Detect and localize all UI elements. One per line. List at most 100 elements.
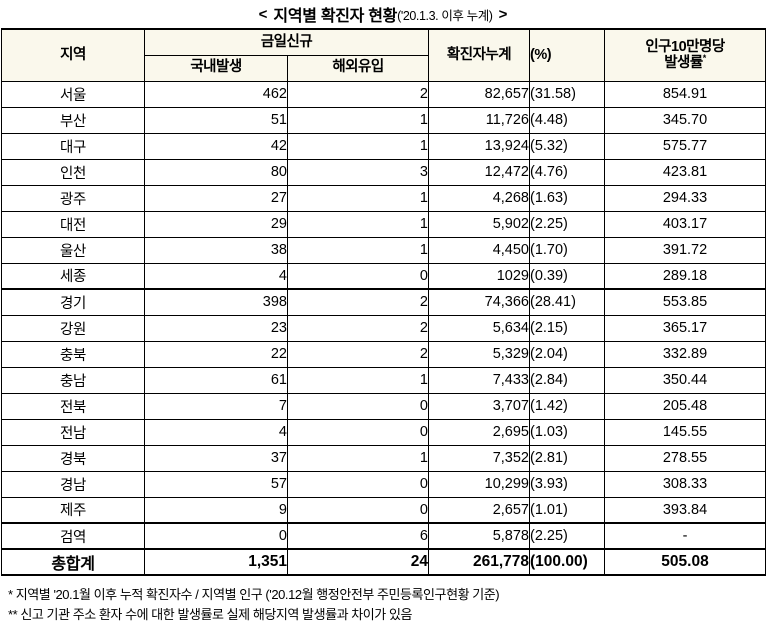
cell-percent: (2.15) bbox=[529, 314, 605, 342]
header-row-sub: 국내발생 해외유입 bbox=[2, 54, 766, 82]
cell-cumulative: 4,268 bbox=[428, 184, 530, 212]
cell-imported: 0 bbox=[287, 496, 429, 524]
column-header-percent: (%) bbox=[529, 28, 605, 82]
title-sub-text: ('20.1.3. 이후 누계) bbox=[397, 8, 493, 23]
cell-imported: 3 bbox=[287, 158, 429, 186]
table-row: 서울 462 2 82,657 (31.58) 854.91 bbox=[1, 80, 766, 108]
table-row: 경북 37 1 7,352 (2.81) 278.55 bbox=[1, 444, 766, 472]
cell-percent: (28.41) bbox=[529, 288, 605, 316]
table-row: 전북 7 0 3,707 (1.42) 205.48 bbox=[1, 392, 766, 420]
cell-rate: 345.70 bbox=[604, 106, 766, 134]
column-header-cumulative: 확진자누계 bbox=[428, 28, 530, 82]
cell-percent: (4.48) bbox=[529, 106, 605, 134]
cell-domestic: 80 bbox=[144, 158, 288, 186]
cell-imported: 0 bbox=[287, 418, 429, 446]
cell-percent: (2.81) bbox=[529, 444, 605, 472]
cell-rate: 391.72 bbox=[604, 236, 766, 264]
column-header-domestic: 국내발생 bbox=[144, 54, 288, 82]
column-header-new-today: 금일신규 bbox=[144, 28, 429, 56]
cell-percent: (31.58) bbox=[529, 80, 605, 108]
cell-region: 충북 bbox=[1, 340, 145, 368]
cell-rate: 332.89 bbox=[604, 340, 766, 368]
cell-percent: (1.70) bbox=[529, 236, 605, 264]
cell-percent: (0.39) bbox=[529, 262, 605, 290]
cell-domestic: 51 bbox=[144, 106, 288, 134]
table-row: 전남 4 0 2,695 (1.03) 145.55 bbox=[1, 418, 766, 446]
cell-cumulative: 2,695 bbox=[428, 418, 530, 446]
cell-rate: 365.17 bbox=[604, 314, 766, 342]
cell-cumulative: 1029 bbox=[428, 262, 530, 290]
cell-domestic: 23 bbox=[144, 314, 288, 342]
table-row: 대전 29 1 5,902 (2.25) 403.17 bbox=[1, 210, 766, 238]
cell-domestic: 398 bbox=[144, 288, 288, 316]
table-row: 세종 4 0 1029 (0.39) 289.18 bbox=[1, 262, 766, 290]
cell-percent: (1.03) bbox=[529, 418, 605, 446]
cell-percent: (4.76) bbox=[529, 158, 605, 186]
cell-rate: 393.84 bbox=[604, 496, 766, 524]
total-domestic: 1,351 bbox=[144, 548, 288, 576]
cell-imported: 1 bbox=[287, 366, 429, 394]
cell-cumulative: 4,450 bbox=[428, 236, 530, 264]
cell-region: 울산 bbox=[1, 236, 145, 264]
total-percent: (100.00) bbox=[529, 548, 605, 576]
regional-statistics-table: 지역 금일신규 확진자누계 (%) 인구10만명당 발생률* 국내발생 해외유입… bbox=[1, 28, 766, 576]
cell-percent: (3.93) bbox=[529, 470, 605, 498]
title-close-angle: > bbox=[498, 5, 508, 23]
cell-rate: - bbox=[604, 522, 766, 550]
cell-domestic: 22 bbox=[144, 340, 288, 368]
cell-region: 인천 bbox=[1, 158, 145, 186]
cell-imported: 1 bbox=[287, 132, 429, 160]
cell-percent: (1.42) bbox=[529, 392, 605, 420]
cell-cumulative: 2,657 bbox=[428, 496, 530, 524]
cell-region: 검역 bbox=[1, 522, 145, 550]
cell-region: 전북 bbox=[1, 392, 145, 420]
cell-domestic: 61 bbox=[144, 366, 288, 394]
footnote-2: ** 신고 기관 주소 환자 수에 대한 발생률로 실제 해당지역 발생률과 차… bbox=[8, 607, 412, 623]
cell-percent: (1.63) bbox=[529, 184, 605, 212]
rate-header-line2: 발생률 bbox=[664, 55, 703, 72]
table-body: 서울 462 2 82,657 (31.58) 854.91 부산 51 1 11,726 (4.4… bbox=[1, 80, 766, 576]
cell-rate: 308.33 bbox=[604, 470, 766, 498]
title-open-angle: < bbox=[258, 5, 268, 23]
cell-cumulative: 11,726 bbox=[428, 106, 530, 134]
table-row: 충남 61 1 7,433 (2.84) 350.44 bbox=[1, 366, 766, 394]
cell-domestic: 57 bbox=[144, 470, 288, 498]
cell-rate: 553.85 bbox=[604, 288, 766, 316]
cell-domestic: 7 bbox=[144, 392, 288, 420]
cell-domestic: 0 bbox=[144, 522, 288, 550]
cell-imported: 2 bbox=[287, 314, 429, 342]
cell-rate: 350.44 bbox=[604, 366, 766, 394]
cell-percent: (2.25) bbox=[529, 522, 605, 550]
cell-cumulative: 13,924 bbox=[428, 132, 530, 160]
cell-region: 대구 bbox=[1, 132, 145, 160]
cell-region: 서울 bbox=[1, 80, 145, 108]
cell-region: 전남 bbox=[1, 418, 145, 446]
cell-cumulative: 7,352 bbox=[428, 444, 530, 472]
rate-header-line1: 인구10만명당 bbox=[645, 38, 725, 55]
cell-domestic: 9 bbox=[144, 496, 288, 524]
cell-percent: (5.32) bbox=[529, 132, 605, 160]
cell-imported: 2 bbox=[287, 288, 429, 316]
total-cumulative: 261,778 bbox=[428, 548, 530, 576]
cell-rate: 423.81 bbox=[604, 158, 766, 186]
cell-region: 광주 bbox=[1, 184, 145, 212]
cell-domestic: 27 bbox=[144, 184, 288, 212]
cell-domestic: 462 bbox=[144, 80, 288, 108]
cell-region: 충남 bbox=[1, 366, 145, 394]
total-rate: 505.08 bbox=[604, 548, 766, 576]
total-imported: 24 bbox=[287, 548, 429, 576]
cell-region: 부산 bbox=[1, 106, 145, 134]
cell-imported: 2 bbox=[287, 80, 429, 108]
cell-imported: 1 bbox=[287, 184, 429, 212]
cell-cumulative: 5,329 bbox=[428, 340, 530, 368]
cell-percent: (2.84) bbox=[529, 366, 605, 394]
cell-rate: 278.55 bbox=[604, 444, 766, 472]
header-row-top: 지역 금일신규 확진자누계 (%) 인구10만명당 발생률* bbox=[1, 28, 766, 82]
cell-region: 세종 bbox=[1, 262, 145, 290]
cell-domestic: 29 bbox=[144, 210, 288, 238]
cell-rate: 205.48 bbox=[604, 392, 766, 420]
report-title: < 지역별 확진자 현황 ('20.1.3. 이후 누계) > bbox=[0, 0, 766, 28]
total-label: 총합계 bbox=[1, 548, 145, 576]
cell-percent: (2.04) bbox=[529, 340, 605, 368]
table-row: 검역 0 6 5,878 (2.25) - bbox=[1, 522, 766, 550]
